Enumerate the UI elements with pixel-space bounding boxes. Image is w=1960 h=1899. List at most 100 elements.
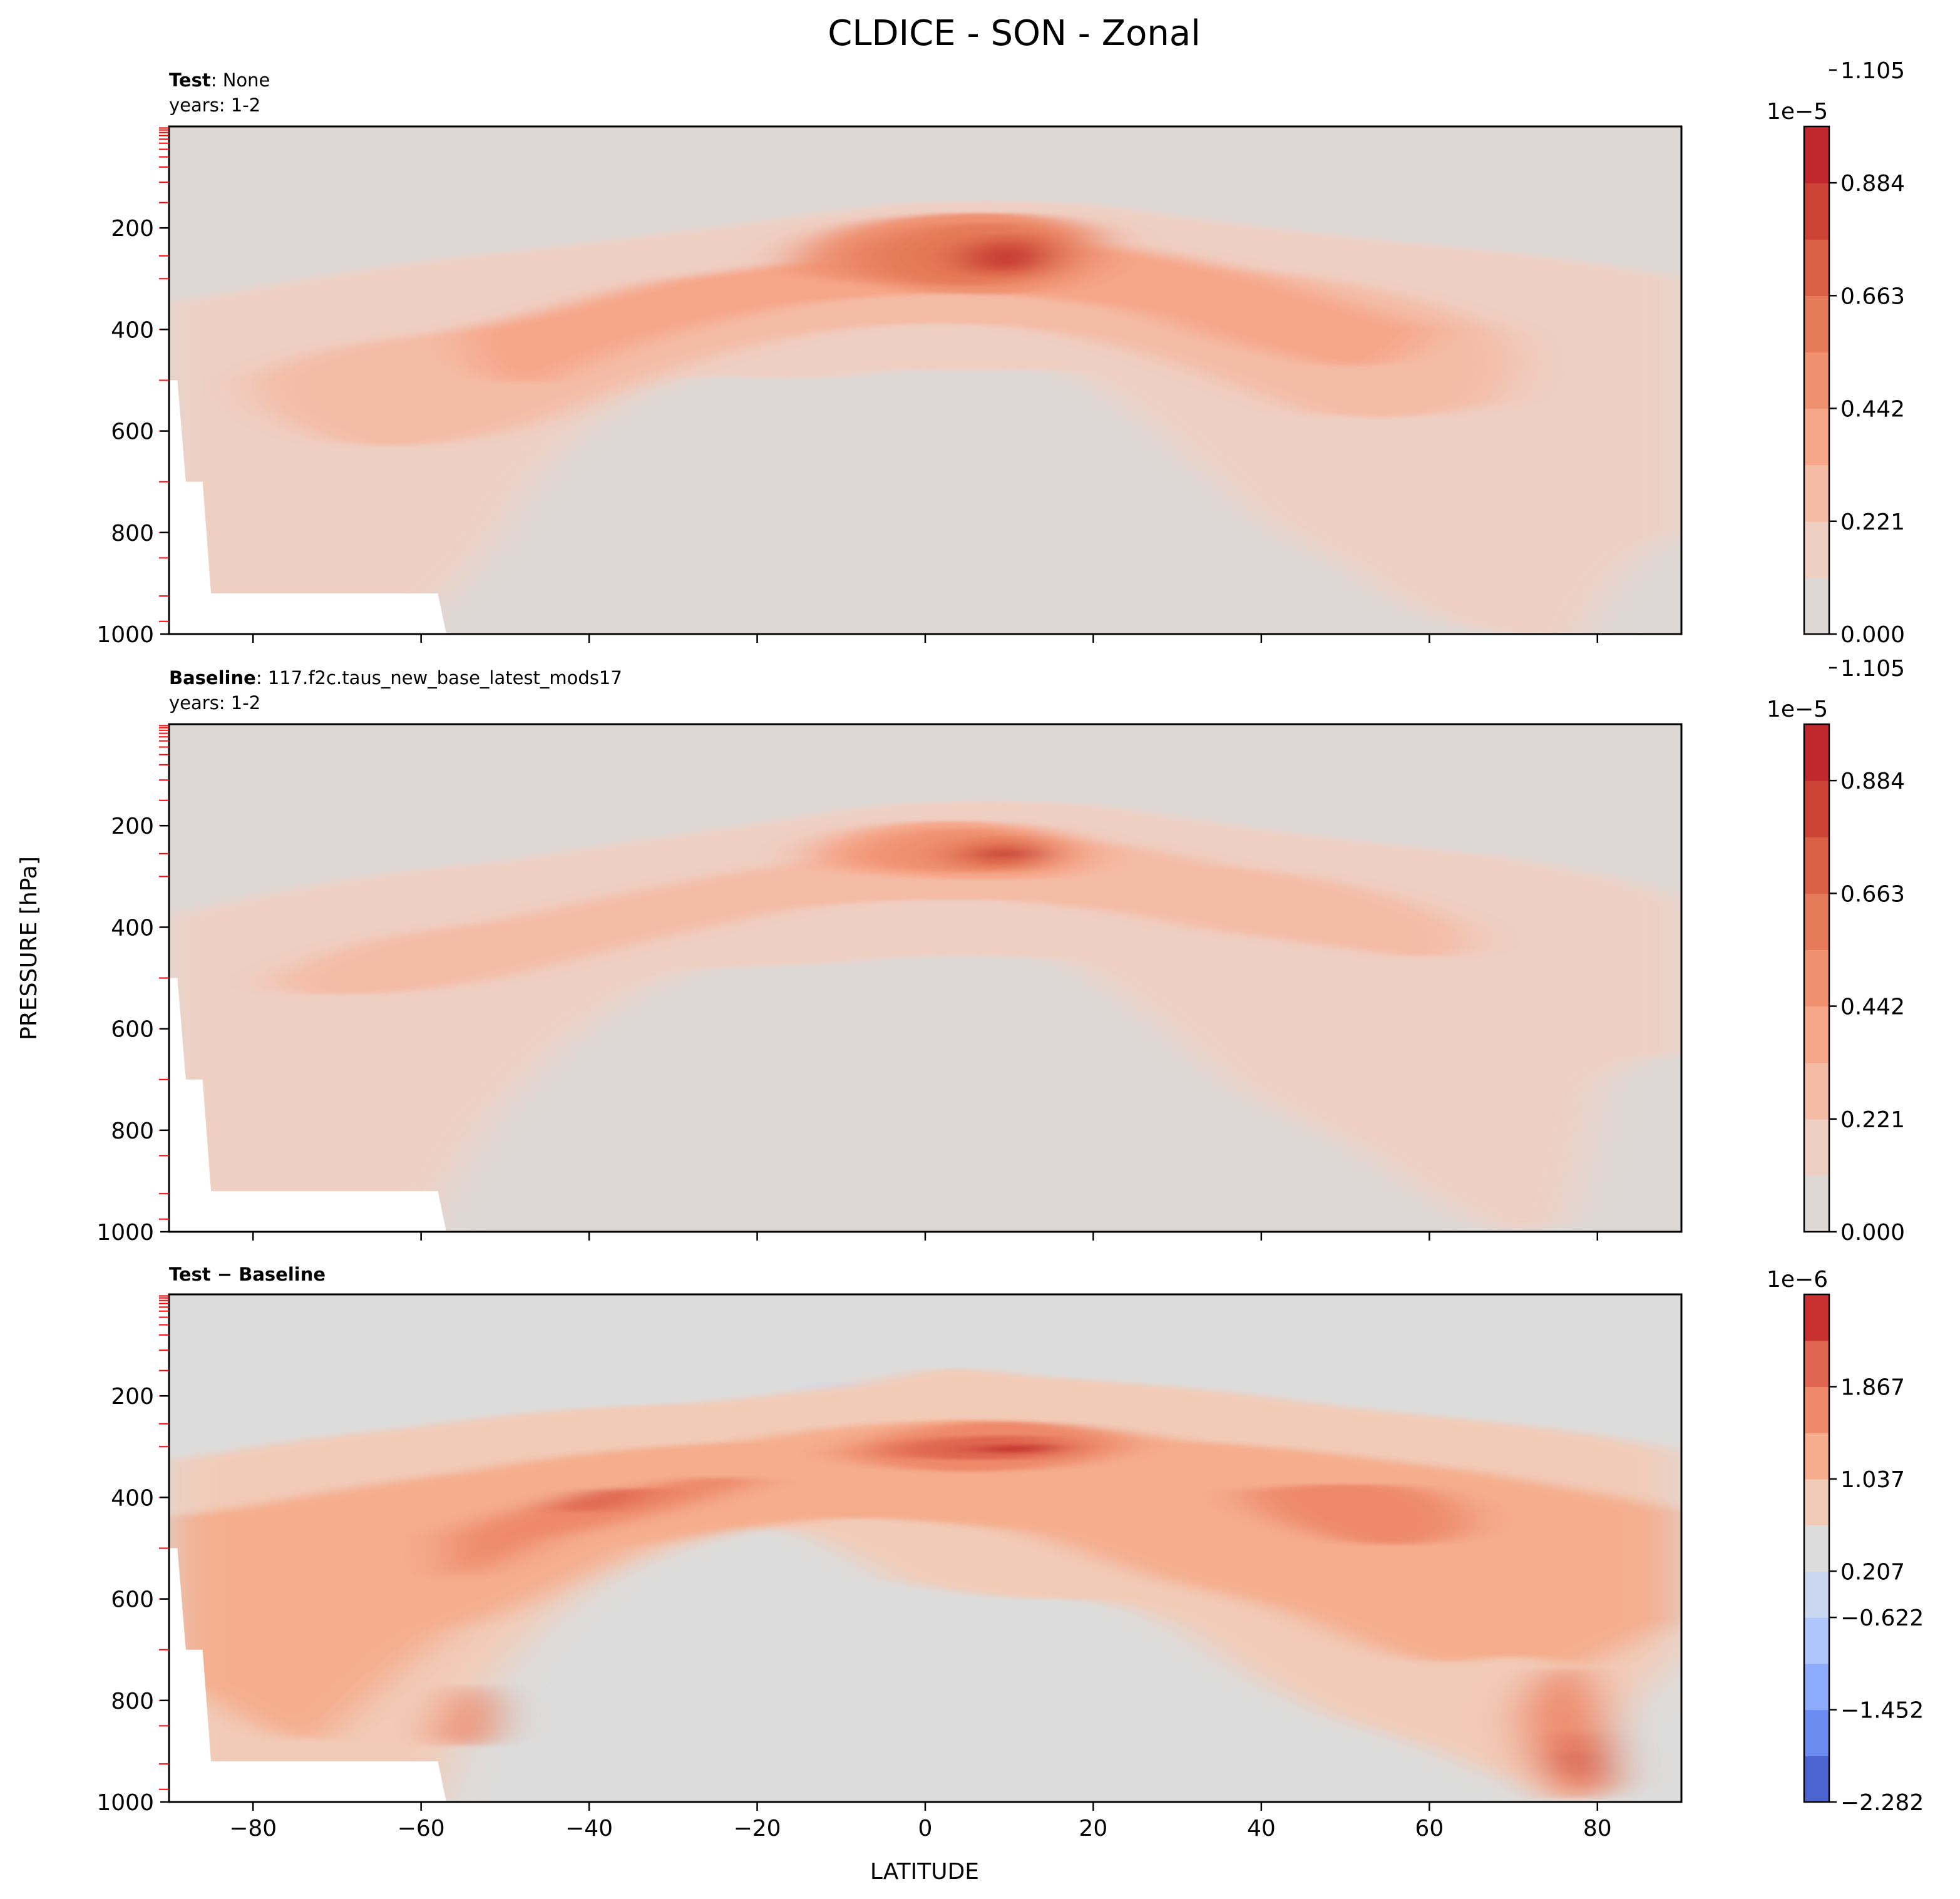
colorbar-segment	[1804, 408, 1829, 466]
x-tick-label: −20	[734, 1816, 781, 1841]
colorbar-tick-label: 0.000	[1840, 622, 1905, 648]
colorbar-tick-label: 0.207	[1840, 1559, 1905, 1585]
colorbar-segment	[1804, 1571, 1829, 1618]
panel-test-years: years: 1-2	[169, 95, 260, 116]
panel-test-plot	[169, 126, 1681, 634]
colorbar-segment	[1804, 1433, 1829, 1480]
panel-difference-mask	[169, 1548, 446, 1802]
panel-test-label-value: None	[223, 69, 270, 91]
panel-difference-level-pos-9	[891, 1435, 1069, 1460]
panel-baseline-label-bold: Baseline	[169, 667, 256, 688]
panel-difference-y-axis: 200 400 600 800 1000	[96, 1295, 169, 1816]
colorbar-segment	[1804, 1617, 1829, 1664]
panel-difference-x-axis: −80 −60 −40 −20 0 20 40 60 80	[229, 1802, 1612, 1841]
x-tick-label: −80	[229, 1816, 277, 1841]
panel-test-label-bold: Test	[169, 69, 211, 91]
y-axis-label: PRESSURE [hPa]	[16, 856, 42, 1040]
colorbar-segment	[1804, 1756, 1829, 1803]
panel-difference-level-pos-11	[975, 1444, 1055, 1453]
colorbar-segment	[1804, 577, 1829, 635]
colorbar-segment	[1804, 1175, 1829, 1232]
figure-title: CLDICE - SON - Zonal	[828, 13, 1201, 54]
colorbar-tick-label: −2.282	[1840, 1790, 1924, 1816]
colorbar-segment	[1804, 1006, 1829, 1063]
colorbar-segment	[1804, 464, 1829, 522]
x-tick-label: 20	[1079, 1816, 1108, 1841]
y-tick-label: 600	[111, 419, 154, 445]
y-tick-label: 1000	[96, 1790, 154, 1816]
x-tick-label: −60	[398, 1816, 445, 1841]
colorbar-segment	[1804, 521, 1829, 578]
y-tick-label: 400	[111, 915, 154, 941]
colorbar-tick-label: 1.867	[1840, 1374, 1905, 1400]
panel-baseline-level-2	[278, 833, 1470, 995]
colorbar-exponent: 1e−5	[1767, 697, 1828, 722]
colorbar-segment	[1804, 295, 1829, 353]
panel-baseline-y-axis: 200 400 600 800 1000	[96, 725, 169, 1246]
x-axis-label: LATITUDE	[870, 1859, 979, 1885]
colorbar-segment	[1804, 183, 1829, 240]
panel-baseline-label-sep: :	[256, 667, 268, 688]
colorbar-tick-label: 1.037	[1840, 1467, 1905, 1493]
y-tick-label: 600	[111, 1017, 154, 1043]
colorbar-difference: 1e−6 −2.282 −1.452 −0.622 0.207 1.037 1.867	[1767, 1267, 1924, 1816]
y-tick-label: 800	[111, 1689, 154, 1714]
colorbar-segment	[1804, 352, 1829, 409]
colorbar-tick-label: 0.000	[1840, 1220, 1905, 1246]
colorbar-tick-label: 0.221	[1840, 1107, 1905, 1133]
colorbar-tick-label: 0.442	[1840, 397, 1905, 422]
colorbar-tick-label: 0.663	[1840, 881, 1905, 907]
panel-baseline-plot	[169, 724, 1681, 1232]
colorbar-segment	[1804, 837, 1829, 894]
colorbar-exponent: 1e−5	[1767, 99, 1828, 125]
panel-baseline-x-axis	[252, 1232, 1599, 1241]
colorbar-tick-label: 0.884	[1840, 769, 1905, 794]
y-tick-label: 400	[111, 317, 154, 343]
panel-test-label: Test: None	[169, 69, 270, 91]
colorbar-baseline: 1e−5 0.000 0.221 0.442 0.663 0.884 1.105	[1767, 656, 1905, 1246]
colorbar-segment	[1804, 1525, 1829, 1572]
x-tick-label: −40	[565, 1816, 613, 1841]
colorbar-tick-label: 1.105	[1840, 656, 1905, 682]
colorbar-segment	[1804, 893, 1829, 951]
colorbar-segment	[1804, 1118, 1829, 1176]
colorbar-exponent: 1e−6	[1767, 1267, 1828, 1292]
colorbar-segment	[1804, 1663, 1829, 1711]
y-tick-label: 400	[111, 1485, 154, 1511]
panel-difference-plot	[169, 1294, 1681, 1802]
panel-difference-level-pos-12	[1564, 1751, 1581, 1776]
colorbar-segment	[1804, 239, 1829, 296]
panel-baseline-years: years: 1-2	[169, 692, 260, 714]
colorbar-test: 1e−5 0.000 0.221 0.442 0.663 0.884 1.105	[1767, 58, 1905, 648]
panel-difference-label: Test − Baseline	[169, 1264, 326, 1285]
x-tick-label: 40	[1247, 1816, 1276, 1841]
colorbar-tick-label: 0.663	[1840, 284, 1905, 309]
colorbar-segment	[1804, 126, 1829, 183]
panel-difference-level-pos-5	[1244, 1483, 1470, 1545]
panel-test: Test: None years: 1-2 200 400 600 800 1000	[96, 69, 1683, 648]
colorbar-frame	[1803, 1293, 1830, 1803]
colorbar-segment	[1804, 1709, 1829, 1756]
panel-baseline-label-value: 117.f2c.taus_new_base_latest_mods17	[268, 667, 622, 688]
y-tick-label: 800	[111, 521, 154, 546]
panel-test-level-8	[992, 248, 1027, 267]
y-tick-label: 1000	[96, 622, 154, 648]
y-tick-label: 800	[111, 1118, 154, 1144]
x-tick-label: 60	[1415, 1816, 1444, 1841]
panel-baseline: Baseline: 117.f2c.taus_new_base_latest_m…	[96, 667, 1683, 1246]
panel-test-mask	[169, 380, 446, 634]
colorbar-segment	[1804, 950, 1829, 1007]
x-tick-label: 80	[1583, 1816, 1612, 1841]
colorbar-segment	[1804, 1294, 1829, 1341]
colorbar-segment	[1804, 1386, 1829, 1433]
colorbar-tick-label: 0.221	[1840, 509, 1905, 535]
y-tick-label: 600	[111, 1587, 154, 1613]
colorbar-tick-label: 0.442	[1840, 995, 1905, 1020]
x-tick-label: 0	[918, 1816, 933, 1841]
colorbar-tick-label: −0.622	[1840, 1605, 1924, 1631]
colorbar-tick-label: 0.884	[1840, 171, 1905, 197]
colorbar-segment	[1804, 1478, 1829, 1526]
y-tick-label: 1000	[96, 1220, 154, 1246]
